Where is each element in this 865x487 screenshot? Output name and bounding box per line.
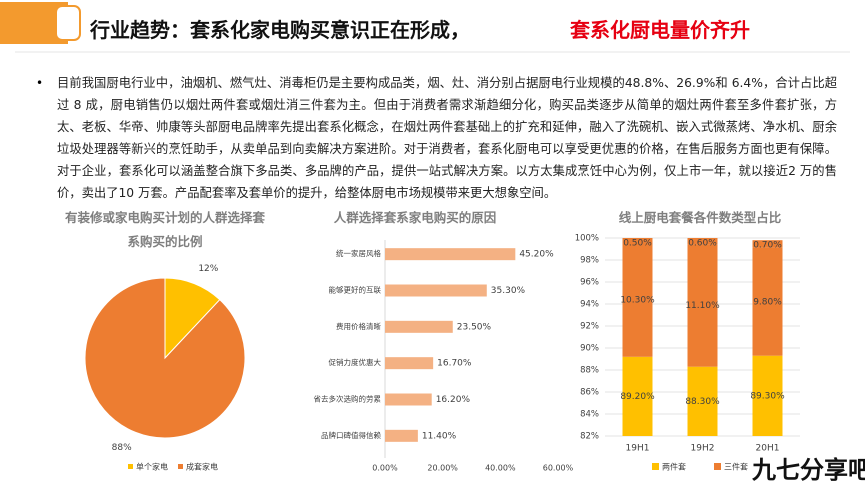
data-label: 88% <box>112 443 132 453</box>
logo: 九七分享吧 <box>752 456 865 484</box>
y-tick-label: 促销力度优惠大 <box>329 357 382 367</box>
bar-segment <box>622 356 653 436</box>
x-tick-label: 19H2 <box>691 444 715 454</box>
chart-title: 有装修或家电购买计划的人群选择套系购买的比例 <box>65 210 266 249</box>
data-label: 16.70% <box>437 359 472 369</box>
data-label: 23.50% <box>457 322 492 332</box>
y-tick-label: 统一家居风格 <box>336 248 381 258</box>
legend-swatch <box>652 463 659 470</box>
data-label: 11.10% <box>685 301 720 311</box>
data-label: 11.40% <box>422 431 457 441</box>
x-tick-label: 19H1 <box>626 444 650 454</box>
legend-swatch <box>714 463 721 470</box>
bar-segment <box>622 243 653 357</box>
y-tick-label: 84% <box>580 410 599 420</box>
y-tick-label: 86% <box>580 388 599 398</box>
x-tick-label: 40.00% <box>485 464 516 473</box>
y-tick-label: 90% <box>580 344 599 354</box>
data-label: 16.20% <box>436 395 471 405</box>
bar-segment <box>687 366 718 436</box>
x-tick-label: 0.00% <box>372 464 398 473</box>
y-tick-label: 92% <box>580 322 599 332</box>
title-highlight: 套系化厨电量价齐升 <box>570 18 750 42</box>
data-label: 0.50% <box>623 239 652 249</box>
pie-slice <box>84 277 246 439</box>
y-tick-label: 88% <box>580 366 599 376</box>
chart-title: 线上厨电套餐各件数类型占比 <box>618 210 782 225</box>
y-tick-label: 96% <box>580 278 599 288</box>
data-label: 35.30% <box>491 286 526 296</box>
bullet: • <box>36 76 44 90</box>
data-label: 88.30% <box>685 397 720 407</box>
data-label: 45.20% <box>519 250 554 260</box>
bar-segment <box>752 247 783 356</box>
data-label: 10.30% <box>620 296 655 306</box>
title: 行业趋势：套系化家电购买意识正在形成， <box>90 18 470 42</box>
x-tick-label: 20.00% <box>427 464 458 473</box>
header-badge <box>55 5 81 41</box>
legend-label: 两件套 <box>662 462 686 472</box>
bar <box>385 284 487 297</box>
y-tick-label: 品牌口碑值得信赖 <box>321 430 381 440</box>
paragraph: 目前我国厨电行业中，油烟机、燃气灶、消毒柜仍是主要构成品类，烟、灶、消分别占据厨… <box>57 76 837 200</box>
bar <box>385 429 418 442</box>
y-tick-label: 费用价格清晰 <box>336 321 381 331</box>
bar <box>385 357 434 370</box>
pie-slice <box>164 277 221 360</box>
data-label: 89.20% <box>620 392 655 402</box>
bar-segment <box>622 238 653 244</box>
x-tick-label: 20H1 <box>756 444 780 454</box>
data-label: 9.80% <box>753 297 782 307</box>
bar-segment <box>752 355 783 436</box>
y-tick-label: 94% <box>580 300 599 310</box>
y-tick-label: 省去多次选购的劳累 <box>314 394 382 404</box>
y-tick-label: 82% <box>580 432 599 442</box>
legend-swatch <box>178 464 183 469</box>
legend-swatch <box>128 464 133 469</box>
legend-label: 单个家电 <box>136 462 168 472</box>
bar-segment <box>687 238 718 245</box>
x-tick-label: 60.00% <box>543 464 574 473</box>
bar-segment <box>752 240 783 248</box>
data-label: 89.30% <box>750 391 785 401</box>
data-label: 0.60% <box>688 239 717 249</box>
legend-label: 三件套 <box>724 462 748 472</box>
data-label: 12% <box>198 264 218 274</box>
y-tick-label: 98% <box>580 256 599 266</box>
bar <box>385 320 453 333</box>
chart-title: 人群选择套系家电购买的原因 <box>333 210 497 225</box>
y-tick-label: 100% <box>575 234 599 244</box>
y-tick-label: 能够更好的互联 <box>329 285 382 295</box>
bar-segment <box>687 244 718 367</box>
bar <box>385 393 432 406</box>
legend-label: 成套家电 <box>186 462 218 472</box>
bar <box>385 248 516 261</box>
data-label: 0.70% <box>753 241 782 251</box>
